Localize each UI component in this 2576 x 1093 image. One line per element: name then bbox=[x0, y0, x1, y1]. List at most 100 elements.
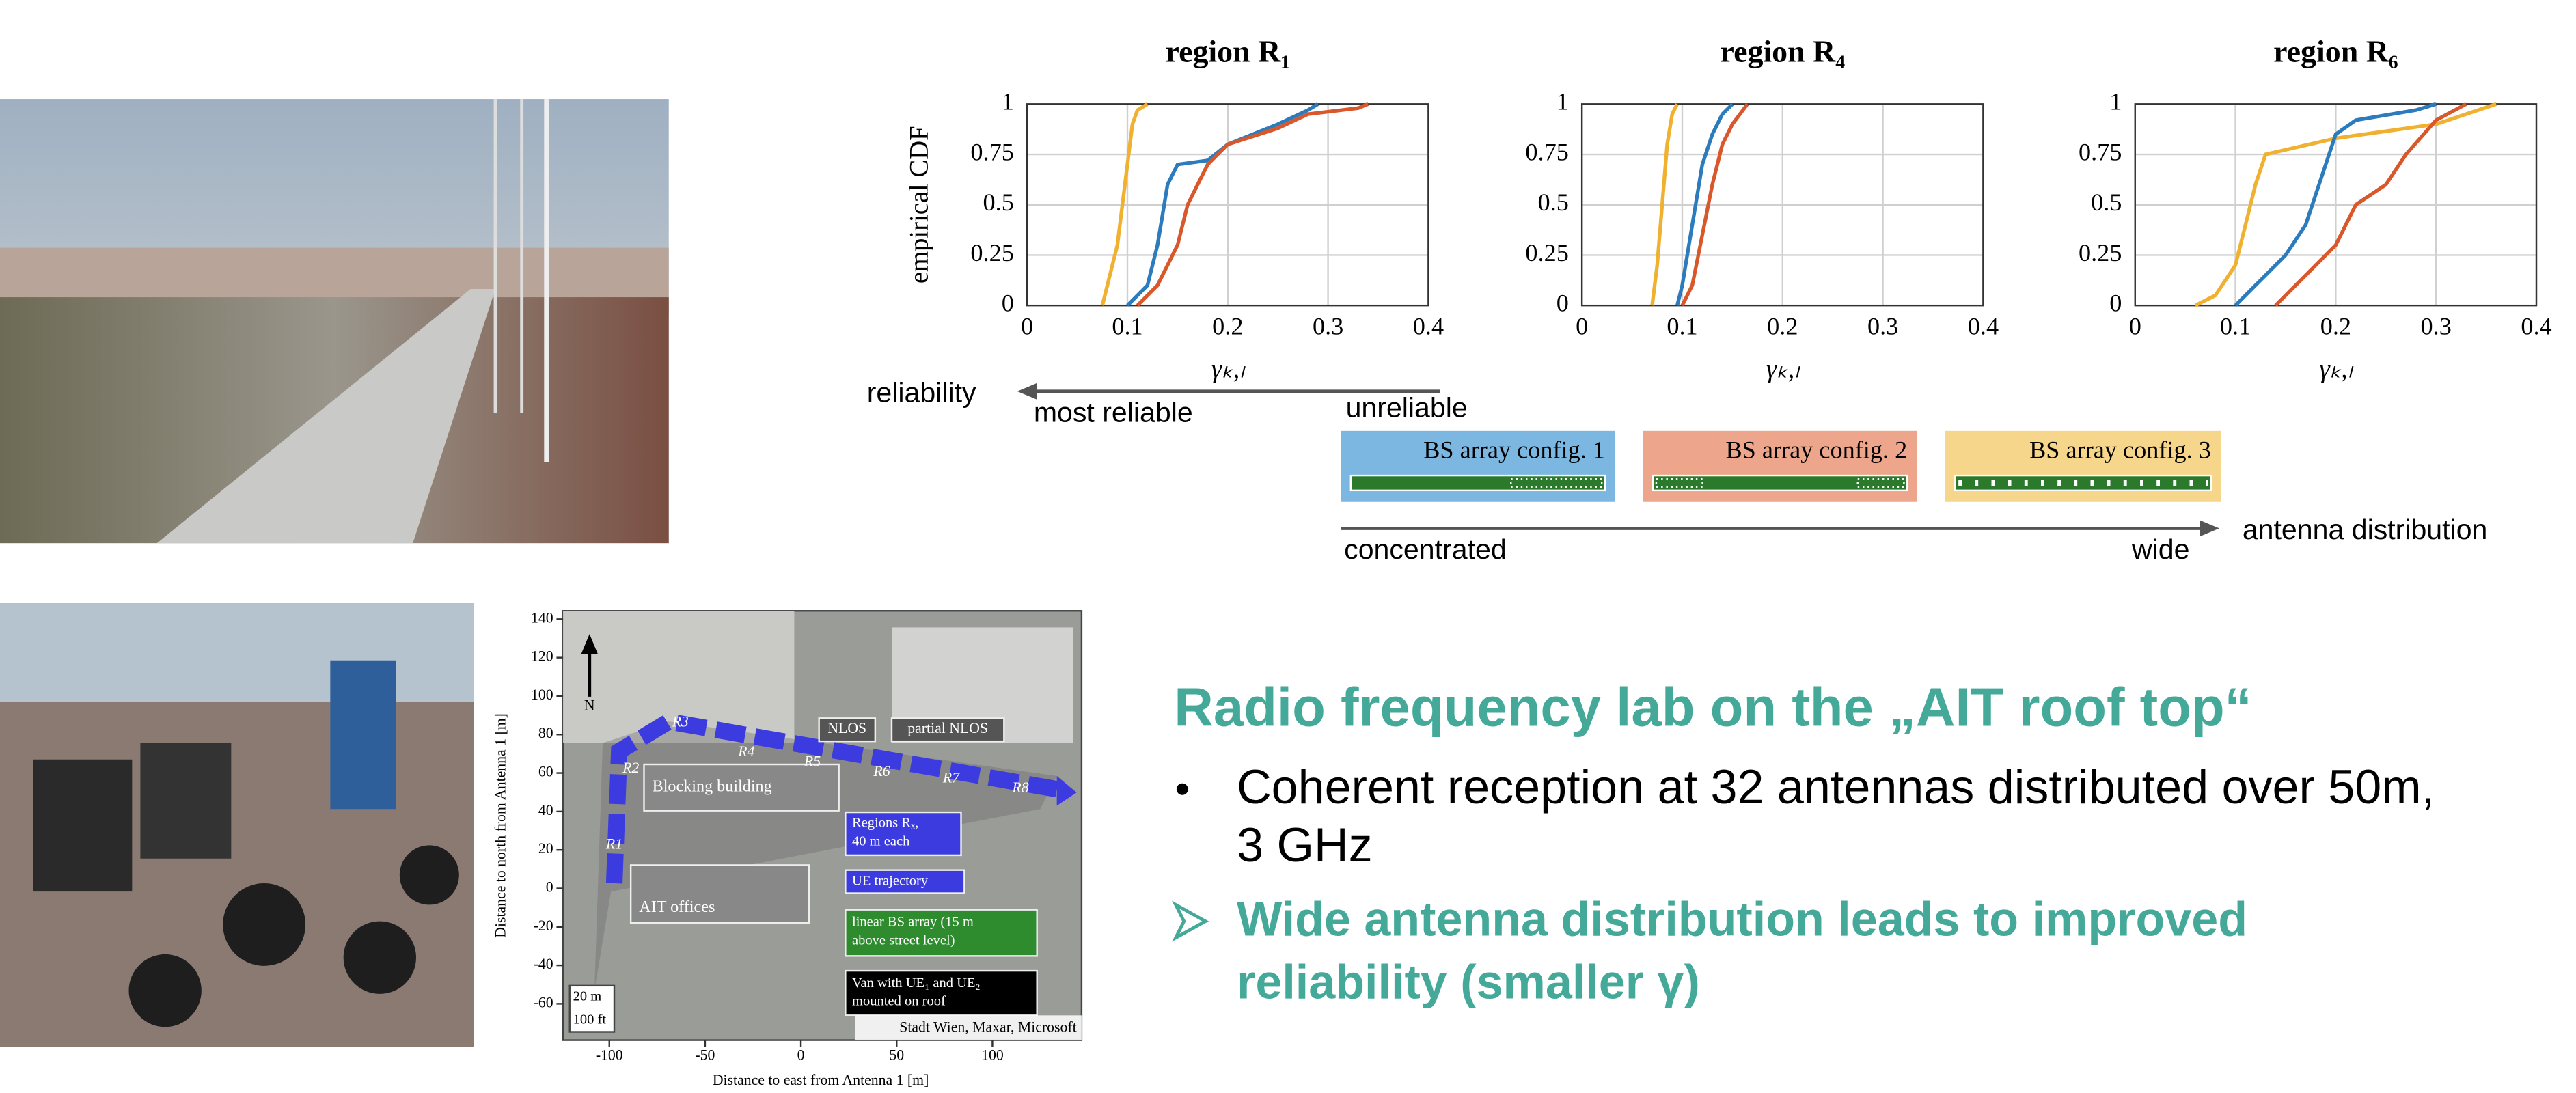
map-y-tick-label: 60 bbox=[538, 764, 553, 780]
partial-nlos-label: partial NLOS bbox=[907, 720, 988, 736]
regions-note: 40 m each bbox=[852, 833, 909, 848]
subbullet-text: Wide antenna distribution leads to impro… bbox=[1237, 893, 2247, 946]
photo-rooftop bbox=[0, 99, 669, 544]
region-label: R6 bbox=[873, 763, 890, 779]
cdf-line bbox=[2274, 102, 2467, 307]
nlos-label: NLOS bbox=[827, 720, 866, 736]
y-tick-label: 0 bbox=[2109, 289, 2122, 316]
chart-title: region R₆ bbox=[2273, 33, 2398, 68]
map-x-tick-label: 50 bbox=[889, 1047, 904, 1064]
x-tick-label: 0.3 bbox=[2421, 312, 2452, 340]
map-credit: Stadt Wien, Maxar, Microsoft bbox=[899, 1019, 1076, 1036]
region-label: R3 bbox=[672, 714, 689, 730]
x-tick-label: 0.1 bbox=[1112, 312, 1142, 340]
map-y-tick-label: -60 bbox=[534, 994, 553, 1010]
x-tick-label: 0.2 bbox=[1212, 312, 1243, 340]
map-y-tick-label: 100 bbox=[531, 687, 553, 703]
cdf-line bbox=[2234, 102, 2437, 307]
region-label: R2 bbox=[622, 760, 639, 776]
y-tick-label: 1 bbox=[1002, 88, 1014, 115]
map-y-tick-label: 0 bbox=[546, 878, 553, 895]
x-tick-label: 0.1 bbox=[2220, 312, 2251, 340]
cdf-line bbox=[1126, 102, 1319, 307]
regions-note: Regions Rₓ, bbox=[852, 816, 918, 831]
wide-label: wide bbox=[2131, 534, 2189, 565]
concentrated-label: concentrated bbox=[1344, 534, 1507, 565]
chart: 0 0.25 0.5 0.75 1 0 0.1 0.2 0.3 0.4 region R₁ γₖ,ₗ e… bbox=[905, 33, 1444, 383]
heading: Radio frequency lab on the „AIT roof top… bbox=[1174, 677, 2251, 738]
bullet-dot bbox=[1176, 783, 1188, 795]
map-figure: N NLOS partial NLOS Blocking building AI… bbox=[493, 609, 1083, 1088]
chart-title: region R₄ bbox=[1721, 33, 1846, 68]
antenna-distribution-label: antenna distribution bbox=[2243, 514, 2488, 545]
map-x-tick-label: -100 bbox=[596, 1047, 623, 1064]
map-y-tick-label: -40 bbox=[534, 956, 553, 972]
map-y-tick-label: 80 bbox=[538, 725, 553, 741]
x-axis-label: γₖ,ₗ bbox=[2319, 355, 2353, 384]
subbullet-text: reliability (smaller γ) bbox=[1237, 955, 1700, 1008]
y-tick-label: 0.5 bbox=[1538, 189, 1569, 216]
plot-frame bbox=[1026, 103, 1429, 307]
north-label: N bbox=[584, 697, 595, 713]
map-y-tick-label: 140 bbox=[531, 609, 553, 626]
config-label: BS array config. 3 bbox=[2029, 437, 2211, 464]
plot-frame bbox=[2134, 103, 2538, 307]
subbullet-arrow bbox=[1172, 900, 1209, 942]
ue-trajectory-label: UE trajectory bbox=[852, 873, 929, 888]
y-tick-label: 0.25 bbox=[970, 239, 1013, 266]
y-tick-label: 0 bbox=[1002, 289, 1014, 316]
bullet-text: Coherent reception at 32 antennas distri… bbox=[1237, 760, 2435, 814]
y-tick-label: 0.25 bbox=[1525, 239, 1568, 266]
x-tick-label: 0.3 bbox=[1867, 312, 1898, 340]
x-tick-label: 0.4 bbox=[1968, 312, 1999, 340]
map-x-tick-label: 100 bbox=[981, 1047, 1004, 1064]
x-axis-label: γₖ,ₗ bbox=[1211, 355, 1246, 384]
region-label: R8 bbox=[1011, 779, 1028, 796]
most-reliable-label: most reliable bbox=[1034, 397, 1193, 428]
reliability-label: reliability bbox=[867, 377, 976, 409]
map-x-label: Distance to east from Antenna 1 [m] bbox=[713, 1072, 929, 1088]
y-tick-label: 1 bbox=[2109, 88, 2122, 115]
y-tick-label: 0.5 bbox=[983, 189, 1014, 216]
y-axis-label: empirical CDF bbox=[905, 126, 933, 283]
region-label: R7 bbox=[942, 770, 960, 786]
config-label: BS array config. 2 bbox=[1725, 437, 1907, 464]
region-label: R1 bbox=[605, 835, 622, 852]
x-tick-label: 0 bbox=[2129, 312, 2141, 340]
cdf-line bbox=[1136, 102, 1369, 307]
map-y-tick-label: 120 bbox=[531, 648, 553, 665]
y-tick-label: 0.75 bbox=[2079, 138, 2122, 165]
unreliable-label: unreliable bbox=[1346, 391, 1468, 423]
y-tick-label: 0.75 bbox=[1525, 138, 1568, 165]
map-y-label: Distance to north from Antenna 1 [m] bbox=[493, 713, 509, 938]
plot-frame bbox=[1580, 103, 1984, 307]
chart: 0 0.25 0.5 0.75 1 0 0.1 0.2 0.3 0.4 region R₄ γₖ,ₗ bbox=[1525, 33, 1999, 383]
x-tick-label: 0.2 bbox=[2320, 312, 2351, 340]
y-tick-label: 1 bbox=[1557, 88, 1569, 115]
bullet-text: 3 GHz bbox=[1237, 818, 1373, 872]
map-y-tick-label: 40 bbox=[538, 802, 553, 818]
cdf-line bbox=[2194, 102, 2497, 307]
x-tick-label: 0 bbox=[1576, 312, 1588, 340]
chart-title: region R₁ bbox=[1166, 33, 1291, 68]
x-axis-label: γₖ,ₗ bbox=[1766, 355, 1800, 384]
bs-array-label: linear BS array (15 m bbox=[852, 915, 974, 930]
config-label: BS array config. 1 bbox=[1423, 437, 1605, 464]
blocking-label: Blocking building bbox=[653, 777, 772, 795]
x-tick-label: 0 bbox=[1021, 312, 1033, 340]
ait-offices-label: AIT offices bbox=[639, 898, 715, 916]
map-y-tick-label: 20 bbox=[538, 840, 553, 857]
van-label: mounted on roof bbox=[852, 994, 946, 1009]
y-tick-label: 0.25 bbox=[2079, 239, 2122, 266]
reliability-diagram: reliability most reliable unreliable BS … bbox=[867, 377, 2488, 566]
slide-text: Radio frequency lab on the „AIT roof top… bbox=[1172, 677, 2435, 1008]
scale-m: 20 m bbox=[573, 988, 602, 1004]
y-tick-label: 0 bbox=[1557, 289, 1569, 316]
region-label: R4 bbox=[737, 743, 754, 760]
x-tick-label: 0.4 bbox=[2521, 312, 2551, 340]
x-tick-label: 0.2 bbox=[1767, 312, 1798, 340]
cdf-line bbox=[1675, 102, 1734, 306]
x-tick-label: 0.1 bbox=[1667, 312, 1697, 340]
y-tick-label: 0.5 bbox=[2091, 189, 2122, 216]
